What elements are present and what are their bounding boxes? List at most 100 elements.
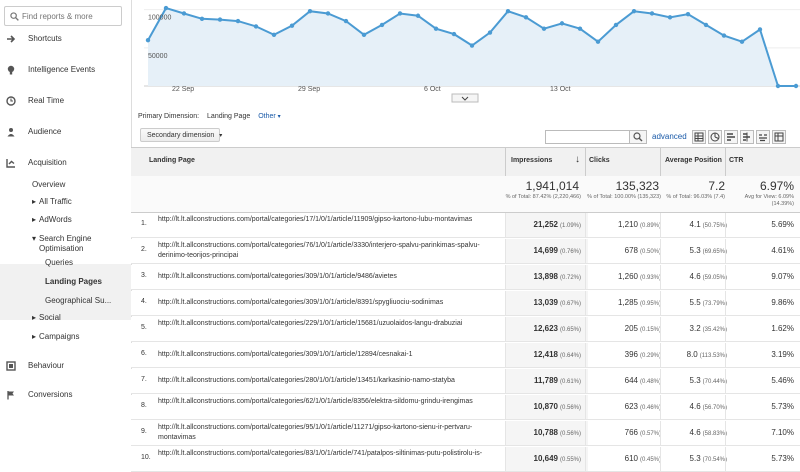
primary-dimension-value[interactable]: Landing Page [207,113,251,120]
sidebar-sub-campaigns[interactable]: Campaigns [39,332,80,341]
chart-point[interactable] [739,39,745,44]
chart-point[interactable] [793,83,799,89]
chart-point[interactable] [307,8,313,14]
header-average-position[interactable]: Average Position [665,157,722,164]
sidebar-sub-queries[interactable]: Queries [45,258,74,267]
chart-point[interactable] [235,18,241,24]
column-divider [505,265,506,289]
chart-point[interactable] [397,11,403,16]
chart-point[interactable] [217,17,223,22]
position-value: 5.3 [689,376,701,385]
header-impressions[interactable]: Impressions [511,157,553,164]
header-clicks[interactable]: Clicks [589,157,610,164]
secondary-dimension-button[interactable]: Secondary dimension ▾ [140,128,222,142]
landing-page-link[interactable]: http://lt.lt.allconstructions.com/portal… [158,242,480,259]
column-divider [585,421,586,445]
landing-page-link[interactable]: http://lt.lt.allconstructions.com/portal… [158,299,444,306]
view-term-cloud-button[interactable] [756,130,770,144]
chart-point[interactable] [271,32,277,38]
row-ctr: 5.69% [771,220,794,229]
chart-point[interactable] [505,8,511,14]
landing-page-link[interactable]: http://lt.lt.allconstructions.com/portal… [158,377,455,384]
sidebar-sub-social[interactable]: Social [39,313,61,322]
view-table-button[interactable] [692,130,706,144]
chart-point[interactable] [541,26,547,31]
chart-point[interactable] [379,22,385,28]
chart-point[interactable] [613,22,619,28]
chart-point[interactable] [487,30,493,35]
chart-point[interactable] [325,11,331,16]
position-percent: (70.54%) [702,457,727,463]
table-search-button[interactable] [629,131,646,143]
view-comparison-button[interactable] [740,130,754,144]
landing-page-link[interactable]: http://lt.lt.allconstructions.com/portal… [158,320,463,327]
sidebar-sub-all-traffic[interactable]: All Traffic [39,197,72,206]
chart-point[interactable] [415,13,421,18]
header-landing-page[interactable]: Landing Page [149,157,195,164]
chart-point[interactable] [577,26,583,31]
clicks-value: 1,260 [617,272,638,281]
chart-point[interactable] [685,12,691,17]
chart-point[interactable] [163,5,169,11]
row-clicks: 610 (0.45%) [589,454,661,463]
chart-point[interactable] [433,26,439,31]
chart-point[interactable] [145,37,151,43]
sidebar-sub-adwords[interactable]: AdWords [39,215,72,224]
chart-point[interactable] [451,31,457,37]
row-index: 8. [141,402,147,409]
chart-point[interactable] [757,27,763,32]
clicks-percent: (0.15%) [639,327,661,333]
advanced-filter-link[interactable]: advanced [652,132,687,141]
position-percent: (73.79%) [702,301,727,307]
view-pivot-button[interactable] [772,130,786,144]
chart-point[interactable] [721,33,727,38]
chart-point[interactable] [649,11,655,16]
landing-page-link[interactable]: http://lt.lt.allconstructions.com/portal… [158,273,397,280]
chart-point[interactable] [289,23,295,28]
landing-page-link[interactable]: http://lt.lt.allconstructions.com/portal… [158,424,473,441]
landing-page-link[interactable]: http://lt.lt.allconstructions.com/portal… [158,450,483,457]
sidebar-item-intelligence-events[interactable]: Intelligence Events [0,62,131,78]
sort-down-arrow-icon[interactable]: ↓ [575,154,580,165]
chart-point[interactable] [343,18,349,24]
column-divider [505,395,506,419]
sidebar-sub-seo[interactable]: Search Engine Optimisation [39,234,92,253]
chart-point[interactable] [523,15,529,20]
chart-point[interactable] [253,24,259,29]
sidebar-item-behaviour[interactable]: Behaviour [0,358,131,374]
sidebar-item-audience[interactable]: Audience [0,124,131,140]
view-performance-button[interactable] [724,130,738,144]
column-divider [585,213,586,237]
chart-point[interactable] [667,15,673,20]
chart-point[interactable] [469,43,475,48]
chart-point[interactable] [199,16,205,21]
view-pie-button[interactable] [708,130,722,144]
header-ctr[interactable]: CTR [729,157,744,164]
sidebar-item-label: Shortcuts [28,34,62,43]
sidebar-item-real-time[interactable]: Real Time [0,93,131,109]
row-ctr: 4.61% [771,246,794,255]
sidebar-sub-overview[interactable]: Overview [32,180,66,189]
chart-point[interactable] [595,39,601,44]
impressions-value: 12,623 [533,324,558,333]
sidebar-sub-geographical-summary[interactable]: Geographical Su... [45,296,112,305]
sidebar-item-acquisition[interactable]: Acquisition [0,155,131,171]
sidebar-item-conversions[interactable]: Conversions [0,387,131,403]
chart-point[interactable] [703,22,709,28]
sidebar-sub-landing-pages[interactable]: Landing Pages [45,277,102,286]
landing-page-link[interactable]: http://lt.lt.allconstructions.com/portal… [158,398,473,405]
chart-point[interactable] [631,8,637,14]
chart-point[interactable] [775,83,781,89]
chart-point[interactable] [181,11,187,16]
landing-page-link[interactable]: http://lt.lt.allconstructions.com/portal… [158,351,413,358]
other-dimension-link[interactable]: Other [258,113,276,120]
row-impressions: 14,699 (0.76%) [509,246,581,255]
chart-point[interactable] [559,21,565,26]
chart-point[interactable] [361,32,367,38]
report-search[interactable] [4,6,122,26]
table-filter-input[interactable] [545,130,647,144]
chart-resize-handle[interactable] [451,93,479,103]
search-input[interactable] [22,9,118,23]
landing-page-link[interactable]: http://lt.lt.allconstructions.com/portal… [158,216,473,223]
sidebar-item-shortcuts[interactable]: Shortcuts [0,31,131,47]
